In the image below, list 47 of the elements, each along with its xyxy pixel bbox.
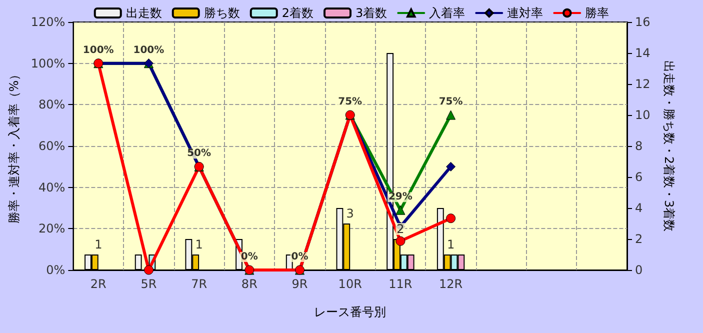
- y2-axis-title: 出走数・勝ち数・2着数・3着数: [662, 60, 676, 232]
- data-label: 3: [346, 206, 354, 220]
- x-tick-label: 9R: [292, 277, 308, 291]
- legend-label: 勝ち数: [204, 6, 240, 20]
- data-label: 0%: [240, 252, 258, 262]
- data-label: 75%: [338, 96, 362, 108]
- legend-label: 連対率: [507, 6, 544, 20]
- x-tick-label: 5R: [140, 277, 157, 291]
- y-tick-label: 20%: [38, 222, 66, 236]
- data-label: 50%: [187, 148, 212, 160]
- legend-label: 勝率: [585, 6, 610, 20]
- y-axis-title: 勝率・連対率・入着率（%）: [7, 68, 21, 224]
- data-label: 100%: [82, 44, 114, 56]
- y-tick-label: 100%: [30, 56, 66, 70]
- y-tick-label: 0%: [46, 263, 66, 277]
- data-label: 1: [446, 238, 455, 252]
- x-tick-label: 8R: [241, 277, 258, 291]
- y2-tick-label: 14: [635, 46, 650, 60]
- legend-label: 出走数: [126, 6, 162, 20]
- legend-label: 入着率: [429, 6, 466, 20]
- x-tick-label: 2R: [90, 277, 106, 291]
- y2-tick-label: 6: [635, 170, 643, 184]
- y2-tick-label: 0: [635, 263, 643, 277]
- data-label: 29%: [388, 192, 412, 203]
- y-tick-label: 80%: [38, 98, 66, 112]
- data-label: 75%: [438, 96, 463, 108]
- data-label: 0%: [291, 252, 308, 262]
- y2-tick-label: 4: [635, 201, 643, 215]
- y2-tick-label: 16: [635, 15, 650, 29]
- x-tick-label: 11R: [388, 277, 412, 291]
- y-tick-label: 40%: [38, 180, 66, 194]
- x-tick-label: 12R: [438, 277, 463, 291]
- y2-tick-label: 2: [635, 232, 643, 246]
- y2-tick-label: 8: [635, 139, 643, 153]
- x-axis-title: レース番号別: [314, 305, 386, 319]
- y-tick-label: 120%: [30, 15, 66, 29]
- y-tick-label: 60%: [38, 139, 66, 153]
- data-label: 1: [195, 238, 203, 252]
- data-label: 1: [94, 238, 102, 252]
- data-label: 2: [396, 222, 404, 236]
- y2-tick-label: 12: [635, 77, 650, 91]
- y2-tick-label: 10: [635, 108, 650, 122]
- data-label: 100%: [133, 44, 164, 56]
- legend-label: 3着数: [356, 6, 388, 20]
- legend-label: 2着数: [282, 6, 314, 20]
- x-tick-label: 10R: [338, 277, 362, 291]
- x-tick-label: 7R: [191, 277, 208, 291]
